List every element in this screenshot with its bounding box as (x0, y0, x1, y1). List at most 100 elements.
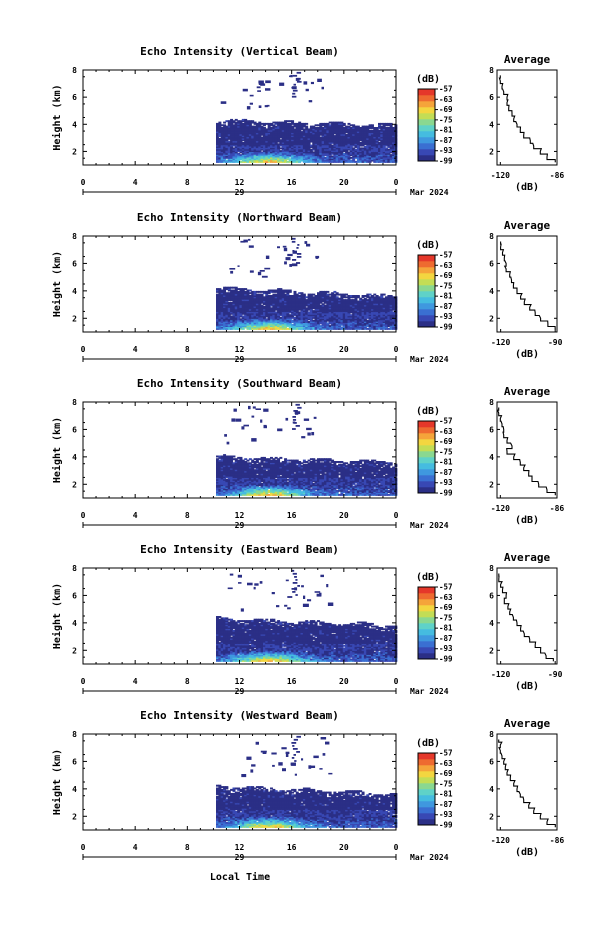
heatmap-cell (361, 322, 365, 325)
heatmap-cell (352, 321, 356, 323)
heatmap-cell (345, 303, 349, 306)
heatmap-cell (241, 290, 245, 293)
heatmap-cell (227, 146, 231, 148)
heatmap-cell (354, 305, 358, 308)
heatmap-cell (265, 159, 269, 162)
heatmap-cell (288, 150, 292, 153)
heatmap-cell (234, 146, 238, 148)
heatmap-cell (361, 296, 365, 299)
heatmap-cell (291, 312, 295, 315)
heatmap-cell (338, 151, 342, 154)
heatmap-cell (244, 304, 248, 307)
heatmap-cell (293, 322, 297, 325)
heatmap-cell (286, 140, 290, 143)
heatmap-cell (302, 124, 306, 127)
heatmap-cell (321, 297, 325, 300)
heatmap-cell (295, 295, 299, 297)
heatmap-cell (347, 160, 351, 163)
heatmap-cell (225, 321, 229, 323)
heatmap-cell (338, 315, 342, 318)
heatmap-cell (359, 312, 363, 315)
heatmap-cell (230, 312, 234, 315)
heatmap-cell (274, 314, 278, 317)
heatmap-cell (331, 135, 335, 138)
heatmap-cell (248, 148, 252, 151)
heatmap-cell (239, 129, 243, 132)
heatmap-cell (281, 152, 285, 155)
heatmap-cell (225, 144, 229, 147)
heatmap-cell (302, 147, 306, 150)
heatmap-cell (361, 156, 365, 159)
heatmap-cell (241, 136, 245, 139)
heatmap-cell (284, 141, 288, 144)
heatmap-cell (380, 297, 384, 300)
heatmap-cell (248, 482, 252, 485)
heatmap-cell (286, 154, 290, 157)
heatmap-cell (230, 136, 234, 139)
heatmap-cell (234, 485, 238, 488)
heatmap-cell (267, 143, 271, 146)
heatmap-cell (328, 136, 332, 139)
heatmap-cell (260, 136, 264, 139)
heatmap-cell (340, 322, 344, 325)
heatmap-cell (263, 314, 266, 317)
heatmap-cell (244, 136, 248, 139)
heatmap-cell (232, 485, 236, 488)
colorbar-tick-label: -99 (439, 323, 453, 332)
heatmap-cell (291, 158, 295, 161)
heatmap-cell (232, 132, 236, 135)
heatmap-cell (312, 297, 316, 300)
heatmap-cell (378, 301, 381, 304)
heatmap-cell (232, 297, 236, 300)
heatmap-cell (305, 160, 309, 163)
colorbar-unit: (dB) (416, 240, 440, 251)
heatmap-cell (378, 151, 381, 154)
heatmap-cell (255, 305, 259, 308)
heatmap-cell (255, 137, 259, 140)
heatmap-cell (225, 315, 229, 318)
heatmap-cell (218, 321, 222, 323)
heatmap-cell (371, 133, 374, 136)
heatmap-cell (382, 159, 386, 162)
heatmap-cell (237, 478, 241, 481)
heatmap-cell (274, 305, 278, 308)
heatmap-cell (321, 136, 325, 139)
heatmap-cell (352, 312, 356, 315)
heatmap-cell (274, 159, 278, 162)
heatmap-cell (319, 304, 323, 307)
heatmap-cell (340, 127, 344, 129)
heatmap-cell (342, 293, 346, 296)
heatmap-cell (333, 300, 337, 303)
heatmap-cell (246, 487, 250, 489)
heatmap-cell (345, 311, 349, 314)
heatmap-cell (319, 156, 323, 159)
heatmap-cell (241, 465, 245, 468)
heatmap-cell (324, 143, 327, 146)
panel-2: Echo Intensity (Northward Beam)2468Heigh… (51, 211, 563, 364)
heatmap-cell (216, 133, 219, 136)
heatmap-cell (279, 288, 283, 291)
heatmap-cell (232, 158, 236, 161)
heatmap-cell (392, 135, 396, 138)
heatmap-cell (382, 303, 386, 306)
heatmap-cell (371, 146, 374, 148)
heatmap-cell (223, 143, 227, 146)
heatmap-cell (288, 125, 292, 128)
heatmap-cell (340, 326, 344, 329)
heatmap-cell (338, 140, 342, 143)
heatmap-cell (389, 325, 393, 328)
heatmap-cell (216, 327, 219, 330)
heatmap-cell (230, 143, 234, 146)
heatmap-cell (375, 128, 379, 131)
heatmap-cell (373, 151, 377, 154)
heatmap-cell (244, 323, 248, 326)
heatmap-cell (253, 301, 257, 304)
heatmap-cell (234, 467, 238, 470)
heatmap-cell (220, 101, 227, 104)
heatmap-cell (319, 125, 323, 128)
heatmap-cell (227, 121, 231, 124)
heatmap-cell (272, 155, 276, 158)
heatmap-cell (225, 478, 229, 481)
heatmap-cell (241, 326, 245, 329)
heatmap-cell (366, 143, 370, 146)
